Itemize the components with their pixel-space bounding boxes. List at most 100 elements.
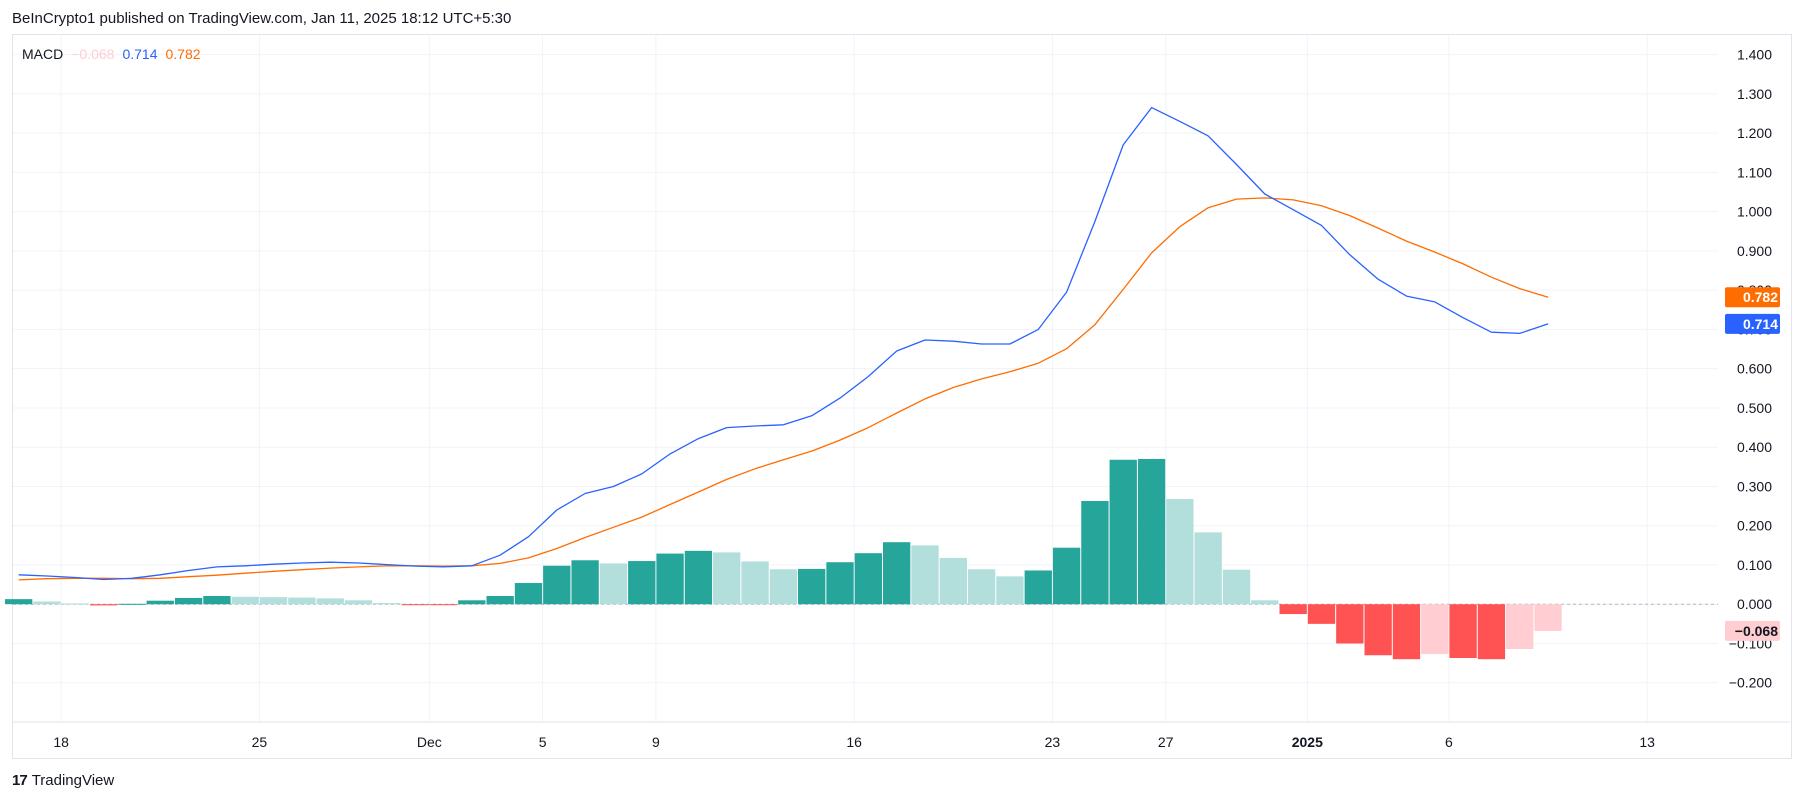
histogram-bar [854, 553, 882, 605]
histogram-bar [1279, 604, 1307, 615]
legend-macd-value: 0.714 [122, 46, 158, 62]
y-tick-label: 0.100 [1737, 557, 1772, 573]
x-tick-label: 25 [252, 734, 268, 750]
histogram-bar [429, 604, 458, 606]
histogram-bar [1251, 600, 1279, 605]
legend-name: MACD [22, 46, 64, 62]
histogram-bar [996, 576, 1024, 605]
macd-value-badge-bg [1725, 313, 1780, 334]
histogram-bar [1109, 459, 1137, 605]
histogram-bar [61, 603, 89, 605]
histogram-bar [684, 550, 713, 605]
x-tick-label: Dec [417, 734, 442, 750]
histogram-bar [571, 560, 599, 605]
legend-histogram-value: −0.068 [71, 46, 115, 62]
histogram-bar [1534, 604, 1562, 631]
histogram-bar [1194, 532, 1222, 605]
x-tick-label: 9 [652, 734, 660, 750]
y-tick-label: 0.900 [1737, 243, 1772, 259]
histogram-bar [1364, 604, 1392, 656]
histogram-bar [33, 601, 61, 605]
y-tick-label: 1.000 [1737, 204, 1772, 220]
histogram-bar [486, 595, 514, 605]
signal-line [18, 197, 1549, 581]
y-tick-label: 0.500 [1737, 400, 1772, 416]
histogram-bar [458, 600, 486, 605]
histogram-bar [1477, 604, 1506, 660]
histogram-bar [231, 596, 259, 605]
macd-line [18, 106, 1549, 581]
histogram-value-badge-text: −0.068 [1735, 623, 1778, 639]
histogram-bar [599, 563, 628, 605]
histogram-value-badge-bg [1725, 620, 1780, 641]
x-tick-label: 23 [1045, 734, 1061, 750]
histogram-bar [826, 562, 854, 605]
histogram-bar [543, 565, 571, 605]
x-tick-label: 18 [53, 734, 69, 750]
x-tick-label: 16 [846, 734, 862, 750]
y-tick-label: −0.200 [1729, 675, 1772, 691]
signal-value-badge-text: 0.782 [1743, 289, 1778, 305]
y-tick-label: 0.200 [1737, 518, 1772, 534]
histogram-bar [1307, 604, 1336, 624]
histogram-bar [259, 597, 288, 605]
histogram-bar [288, 597, 316, 605]
histogram-bar [628, 561, 656, 605]
histogram-bar [174, 597, 203, 605]
histogram-bar [798, 568, 826, 605]
macd-value-badge: 0.714 [1725, 313, 1780, 334]
histogram-bar [713, 552, 741, 605]
histogram-value-badge: −0.068 [1725, 620, 1780, 641]
brand-name: TradingView [31, 772, 115, 789]
histogram-bar [118, 603, 146, 605]
histogram-bar [373, 603, 401, 605]
indicator-legend[interactable]: MACD −0.068 0.714 0.782 [22, 46, 201, 62]
histogram-bar [1024, 570, 1052, 605]
tradingview-logo-icon: 17 [12, 772, 28, 789]
histogram-bar [882, 542, 911, 605]
histogram-bar [769, 569, 798, 605]
histogram-bar [1166, 499, 1194, 605]
signal-value-badge: 0.782 [1725, 287, 1780, 308]
histogram-bar [514, 583, 543, 605]
y-tick-label: 1.300 [1737, 86, 1772, 102]
macd-value-badge-text: 0.714 [1743, 316, 1778, 332]
histogram-bar [5, 599, 33, 605]
histogram-bar [1506, 604, 1534, 649]
histogram-bar [1222, 569, 1251, 605]
histogram-bar [967, 569, 996, 605]
histogram-bar [1449, 604, 1477, 659]
histogram-bar [656, 553, 684, 605]
y-tick-label: 1.100 [1737, 164, 1772, 180]
histogram-bar [344, 600, 373, 605]
histogram-bar [1336, 604, 1364, 644]
signal-value-badge-bg [1725, 287, 1780, 308]
histogram-bar [1081, 500, 1109, 605]
histogram-bar [203, 595, 231, 605]
histogram-bar [1137, 458, 1166, 605]
x-tick-label: 2025 [1292, 734, 1323, 750]
y-tick-label: 0.300 [1737, 478, 1772, 494]
y-tick-label: 1.200 [1737, 125, 1772, 141]
histogram-bar [89, 604, 118, 606]
y-tick-label: 1.400 [1737, 47, 1772, 63]
published-caption: BeInCrypto1 published on TradingView.com… [12, 10, 512, 27]
histogram-bar [1392, 604, 1421, 660]
x-tick-label: 27 [1158, 734, 1174, 750]
histogram-bar [401, 604, 429, 606]
histogram-bar [1421, 604, 1449, 655]
x-tick-label: 6 [1445, 734, 1453, 750]
x-tick-label: 5 [539, 734, 547, 750]
histogram-bar [1052, 547, 1081, 605]
tradingview-brand[interactable]: 17 TradingView [12, 772, 114, 789]
histogram-bar [316, 598, 344, 605]
histogram-bar [939, 557, 967, 605]
chart-frame [12, 34, 1792, 759]
histogram-bar [146, 600, 174, 605]
y-tick-label: 0.600 [1737, 361, 1772, 377]
y-tick-label: 0.400 [1737, 439, 1772, 455]
x-tick-label: 13 [1639, 734, 1655, 750]
legend-signal-value: 0.782 [165, 46, 201, 62]
histogram-bar [741, 561, 769, 605]
